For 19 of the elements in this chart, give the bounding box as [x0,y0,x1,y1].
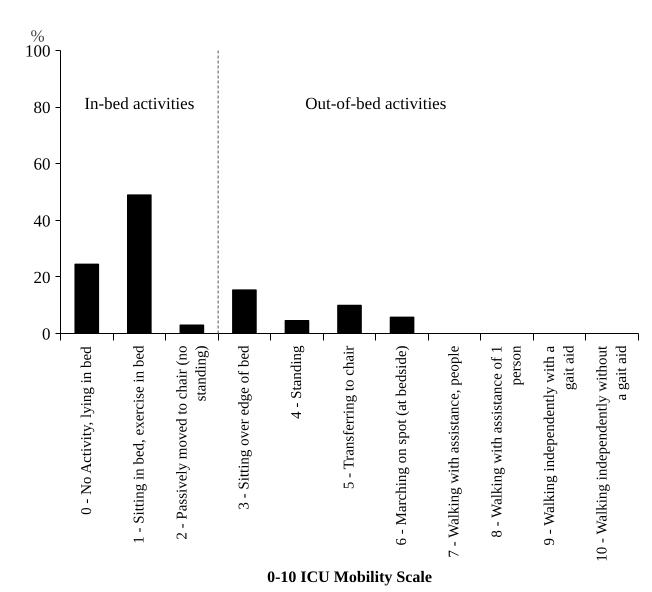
x-axis-title: 0-10 ICU Mobility Scale [267,568,432,586]
x-tick-label: 1 - Sitting in bed, exercise in bed [131,345,148,544]
x-tick-label: 10 - Walking independently without a gait aid [594,344,630,562]
x-tick-label: 2 - Passively moved to chair (no standing) [174,345,210,540]
y-tick-label: 40 [34,211,50,230]
x-tick-label: 8 - Walking with assistance of 1 person [490,345,525,538]
y-tick-label: 0 [42,324,50,344]
y-tick-label: 80 [34,98,50,118]
x-tick-label: 9 - Walking independently with a gait aid [542,345,578,546]
x-tick-label: 3 - Sitting over edge of bed [236,345,252,510]
y-tick-label: 60 [34,154,50,174]
x-tick-label: 0 - No Activity, lying in bed [78,346,95,515]
x-tick-label: 7 - Walking with assistance, people [446,345,463,558]
annotation: In-bed activities [84,94,194,113]
y-tick-label: 20 [34,268,50,287]
annotation: Out-of-bed activities [305,94,446,113]
x-tick-label: 6 - Marching on spot (at bedside) [394,345,410,546]
x-tick-label: 5 - Transferring to chair [342,346,358,490]
x-tick-label: 4 - Standing [288,345,305,419]
